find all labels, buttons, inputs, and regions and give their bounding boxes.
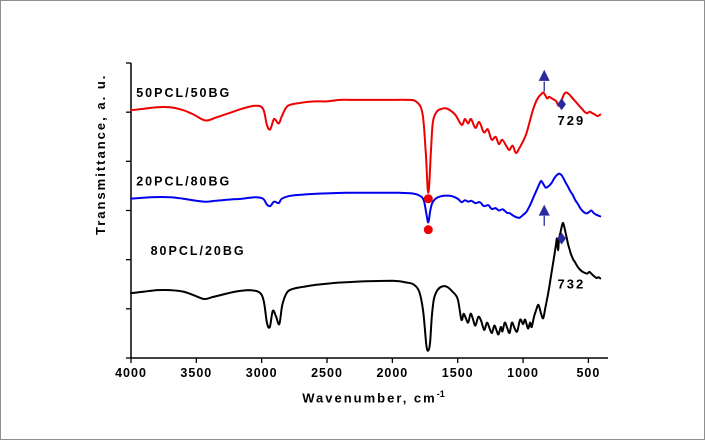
circle-marker [423, 194, 433, 204]
x-tick-label: 500 [576, 366, 600, 380]
x-tick-label: 2500 [311, 366, 343, 380]
x-tick-label: 1500 [442, 366, 474, 380]
triangle-marker [538, 204, 550, 216]
spectrum-curve-20PCL-80BG [130, 172, 602, 224]
circle-marker [423, 225, 433, 235]
y-axis-label: Transmittance, a. u. [93, 73, 108, 235]
x-axis-label: Wavenumber, cm-1 [41, 389, 704, 406]
series-label-50PCL-50BG: 50PCL/50BG [136, 86, 231, 100]
peak-annotation: 732 [558, 277, 586, 292]
x-axis-label-text: Wavenumber, cm [302, 390, 437, 406]
diamond-marker [557, 232, 566, 245]
diamond-marker [557, 98, 566, 111]
x-tick-label: 2000 [376, 366, 408, 380]
series-label-80PCL-20BG: 80PCL/20BG [151, 244, 246, 258]
x-tick-label: 1000 [507, 366, 539, 380]
triangle-marker [538, 69, 550, 81]
x-tick-label: 3000 [246, 366, 278, 380]
spectrum-curve-50PCL-50BG [130, 91, 602, 194]
x-tick-label: 3500 [180, 366, 212, 380]
peak-annotation: 729 [558, 113, 586, 128]
series-label-20PCL-80BG: 20PCL/80BG [136, 174, 231, 188]
x-tick-label: 4000 [115, 366, 147, 380]
spectrum-curve-80PCL-20BG [130, 221, 602, 352]
x-axis-label-superscript: -1 [436, 389, 445, 399]
